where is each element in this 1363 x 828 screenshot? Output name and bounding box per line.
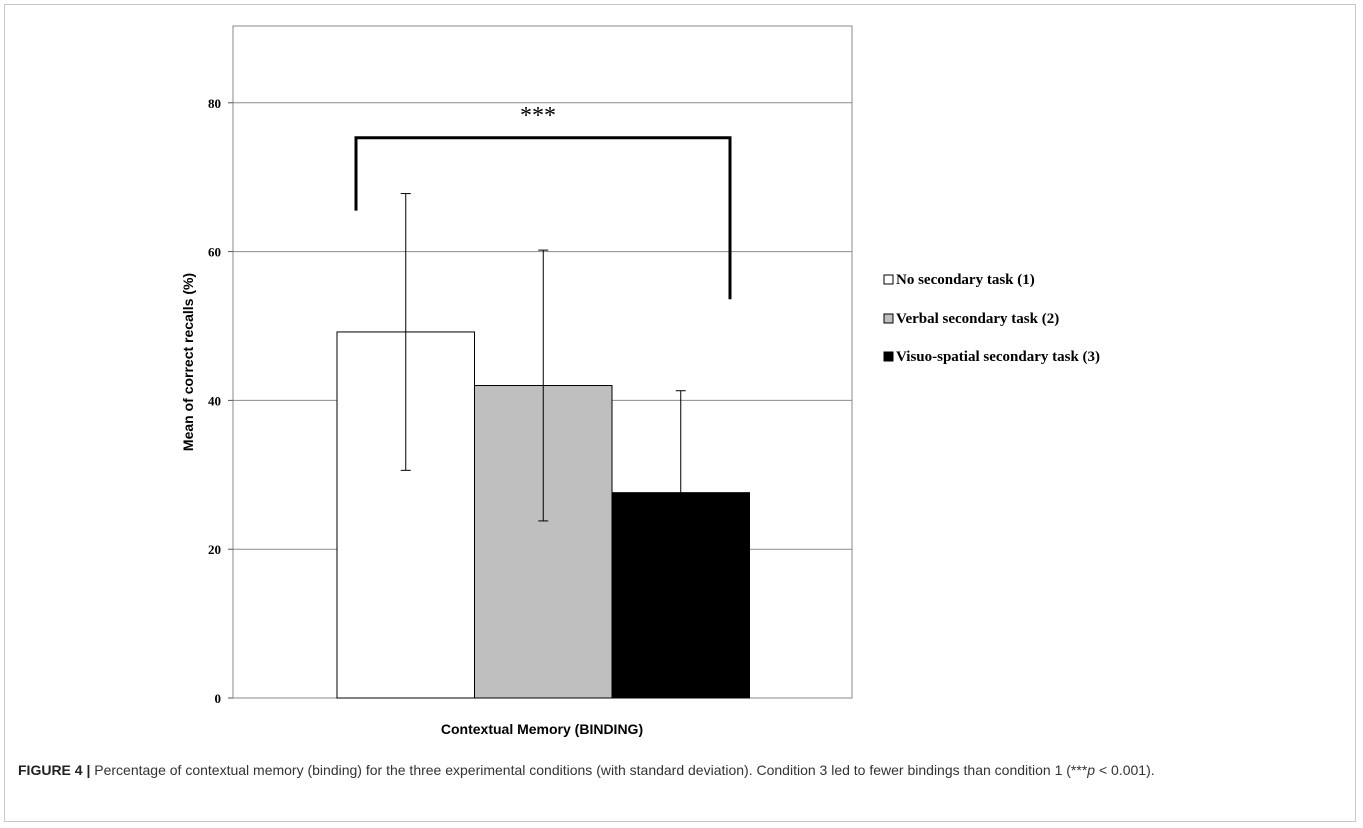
legend-label-3: Visuo-spatial secondary task (3) [896, 349, 1100, 365]
y-axis-label: Mean of correct recalls (%) [180, 273, 196, 451]
y-tick-label: 40 [208, 393, 221, 408]
legend-swatch-3 [883, 351, 894, 362]
figure-caption: FIGURE 4 | Percentage of contextual memo… [18, 760, 1338, 780]
legend-swatch-2 [883, 313, 894, 324]
legend-label-1: No secondary task (1) [896, 272, 1035, 288]
y-tick-label: 60 [208, 245, 221, 260]
p-symbol: p [1087, 762, 1096, 778]
y-tick-label: 80 [208, 96, 221, 111]
x-axis-label: Contextual Memory (BINDING) [441, 721, 643, 737]
legend-label-2: Verbal secondary task (2) [896, 311, 1059, 327]
significance-bracket [354, 136, 732, 300]
bar-chart: 0 20 40 60 80 *** Mean of correct recalls (%… [180, 25, 1100, 737]
y-tick-label: 20 [208, 542, 221, 557]
caption-text-before: Percentage of contextual memory (binding… [90, 762, 1088, 778]
figure-label: FIGURE 4 | [18, 762, 91, 778]
y-tick-label: 0 [215, 691, 222, 706]
legend-swatch-1 [883, 274, 894, 285]
y-axis-ticks: 0 20 40 60 80 [208, 96, 233, 706]
bracket-line [354, 136, 732, 300]
caption-text-after: < 0.001). [1095, 762, 1155, 778]
significance-label: *** [520, 103, 556, 129]
legend: No secondary task (1) Verbal secondary ta… [883, 272, 1100, 365]
error-bars [400, 193, 686, 596]
